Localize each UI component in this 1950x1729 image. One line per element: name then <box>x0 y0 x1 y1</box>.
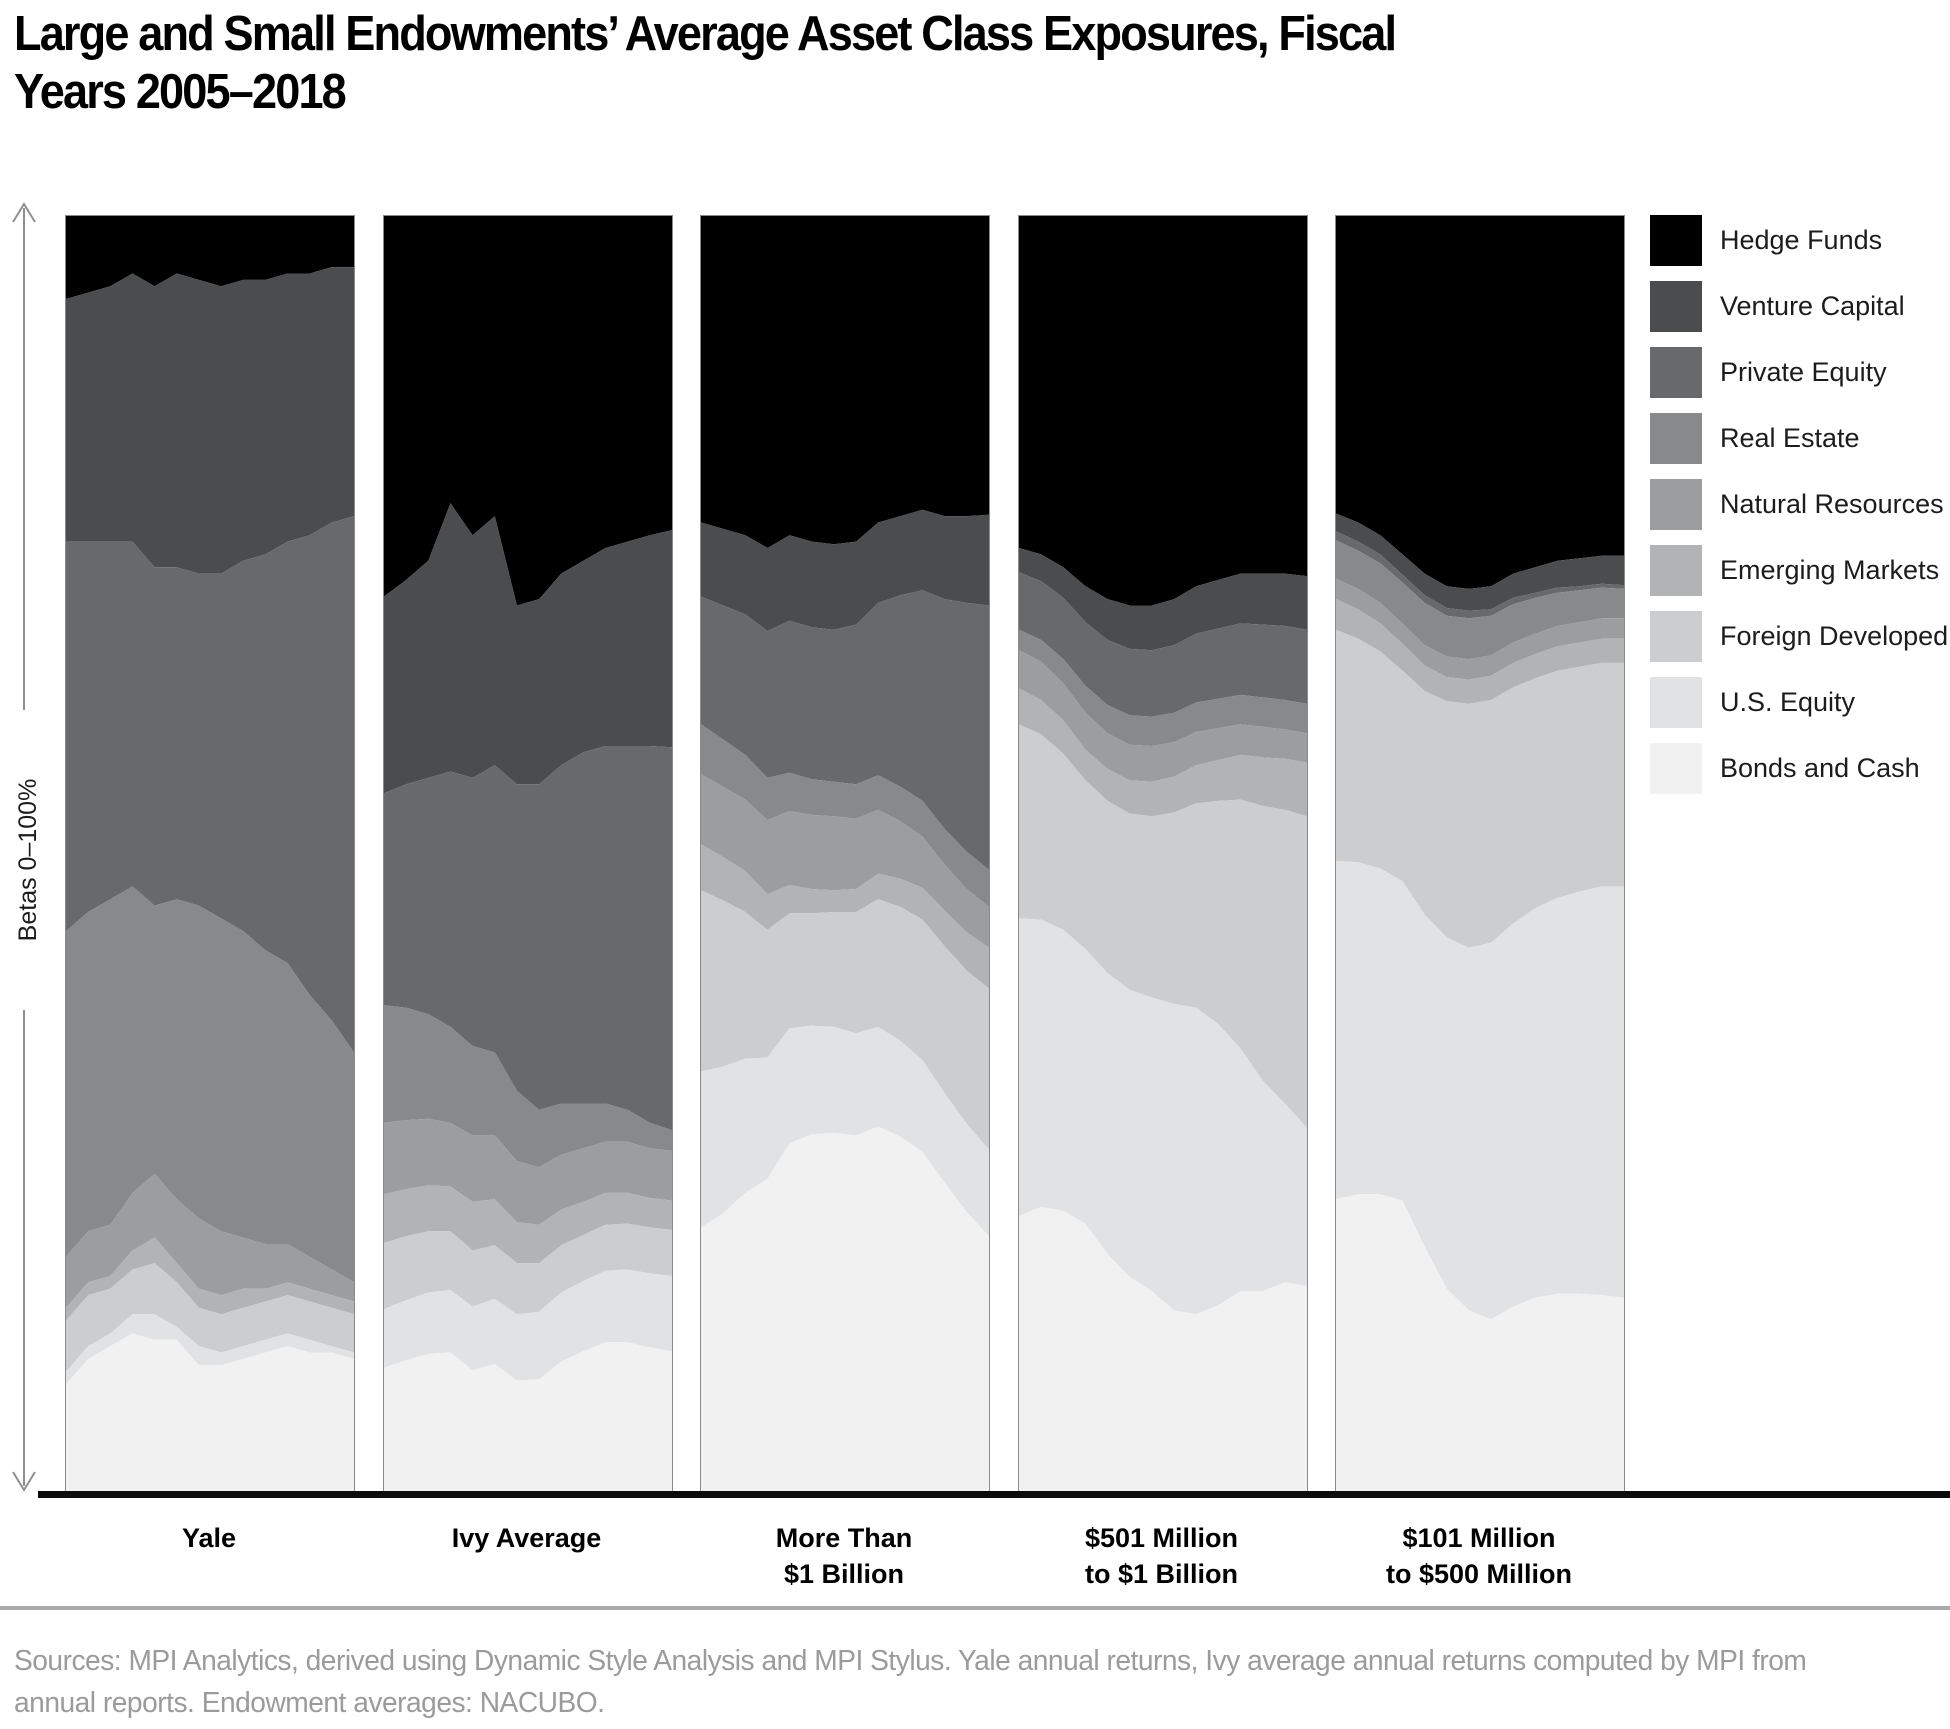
x-axis-label-ivy-average: Ivy Average <box>451 1523 602 1553</box>
area-venture-capital <box>1336 513 1624 611</box>
area-real-estate <box>701 724 989 907</box>
area-venture-capital <box>1018 548 1307 651</box>
panel-yale <box>65 215 355 1494</box>
legend-label-u-s-equity: U.S. Equity <box>1720 687 1856 717</box>
legend-label-real-estate: Real Estate <box>1720 423 1860 453</box>
legend-item-natural-resources: Natural Resources <box>1650 479 1950 530</box>
legend-label-hedge-funds: Hedge Funds <box>1720 225 1883 255</box>
legend-label-foreign-developed: Foreign Developed <box>1720 621 1949 651</box>
area-private-equity <box>66 516 354 1053</box>
area-bonds-and-cash <box>1336 1194 1624 1493</box>
legend-item-venture-capital: Venture Capital <box>1650 281 1950 332</box>
legend-swatch-emerging-markets <box>1650 545 1702 596</box>
area-bonds-and-cash <box>383 1342 672 1493</box>
legend-swatch-natural-resources <box>1650 479 1702 530</box>
legend-item-bonds-and-cash: Bonds and Cash <box>1650 743 1950 794</box>
area-hedge-funds <box>383 216 672 606</box>
area-natural-resources <box>1336 578 1624 680</box>
area-u-s-equity <box>1336 860 1624 1320</box>
area-natural-resources <box>383 1118 672 1225</box>
source-note: Sources: MPI Analytics, derived using Dy… <box>14 1645 1807 1720</box>
area-foreign-developed <box>1018 724 1307 1128</box>
area-foreign-developed <box>383 1223 672 1315</box>
chart-title: Large and Small Endowments’ Average Asse… <box>14 7 1397 119</box>
legend-item-foreign-developed: Foreign Developed <box>1650 611 1950 662</box>
area-emerging-markets <box>66 1237 354 1321</box>
panel-more-than-1-billion <box>700 215 990 1494</box>
area-bonds-and-cash <box>1018 1207 1307 1493</box>
legend-label-private-equity: Private Equity <box>1720 357 1887 387</box>
legend-label-natural-resources: Natural Resources <box>1720 489 1944 519</box>
area-private-equity <box>701 590 989 870</box>
stacked-area-chart-101-million-to-500-million <box>1336 216 1624 1493</box>
panel-ivy-average <box>382 215 673 1494</box>
x-axis-baseline <box>38 1491 1950 1498</box>
area-hedge-funds <box>1018 216 1307 606</box>
area-foreign-developed <box>701 890 989 1150</box>
legend-swatch-hedge-funds <box>1650 215 1702 266</box>
stacked-area-chart-more-than-1-billion <box>701 216 989 1493</box>
area-real-estate <box>1336 540 1624 660</box>
x-axis-label-501-million-to-1-billion: $501 Million to $1 Billion <box>1084 1523 1239 1589</box>
area-private-equity <box>1018 572 1307 717</box>
area-venture-capital <box>701 509 989 631</box>
area-hedge-funds <box>1336 216 1624 589</box>
legend-swatch-venture-capital <box>1650 281 1702 332</box>
legend-item-hedge-funds: Hedge Funds <box>1650 215 1950 266</box>
x-axis-label-101-million-to-500-million: $101 Million to $500 Million <box>1385 1523 1573 1589</box>
legend-item-private-equity: Private Equity <box>1650 347 1950 398</box>
area-emerging-markets <box>1018 688 1307 817</box>
area-u-s-equity <box>1018 918 1307 1315</box>
legend-swatch-private-equity <box>1650 347 1702 398</box>
legend-swatch-real-estate <box>1650 413 1702 464</box>
area-hedge-funds <box>701 216 989 548</box>
y-axis-label: Betas 0–100% <box>8 710 48 1010</box>
panel-101-million-to-500-million <box>1335 215 1625 1494</box>
area-foreign-developed <box>1336 629 1624 948</box>
stacked-area-chart-yale <box>66 216 354 1493</box>
stacked-area-chart-501-million-to-1-billion <box>1018 216 1307 1493</box>
area-u-s-equity <box>701 1025 989 1237</box>
footer-divider <box>0 1606 1950 1610</box>
x-axis-label-yale: Yale <box>181 1523 237 1553</box>
area-u-s-equity <box>66 1314 354 1385</box>
area-bonds-and-cash <box>701 1126 989 1493</box>
area-bonds-and-cash <box>66 1333 354 1493</box>
area-hedge-funds <box>66 216 354 299</box>
area-private-equity <box>383 746 672 1131</box>
legend-swatch-bonds-and-cash <box>1650 743 1702 794</box>
legend-item-u-s-equity: U.S. Equity <box>1650 677 1950 728</box>
area-foreign-developed <box>66 1263 354 1372</box>
legend-swatch-u-s-equity <box>1650 677 1702 728</box>
area-emerging-markets <box>383 1185 672 1264</box>
area-emerging-markets <box>701 844 989 989</box>
area-real-estate <box>383 1005 672 1168</box>
legend-label-bonds-and-cash: Bonds and Cash <box>1720 753 1920 783</box>
area-venture-capital <box>66 267 354 574</box>
area-natural-resources <box>66 1173 354 1308</box>
area-emerging-markets <box>1336 599 1624 704</box>
legend-swatch-foreign-developed <box>1650 611 1702 662</box>
area-natural-resources <box>701 774 989 948</box>
x-axis-label-more-than-1-billion: More Than $1 Billion <box>775 1523 913 1589</box>
area-real-estate <box>66 886 354 1283</box>
panel-501-million-to-1-billion <box>1017 215 1308 1494</box>
legend-label-emerging-markets: Emerging Markets <box>1720 555 1940 585</box>
legend-item-real-estate: Real Estate <box>1650 413 1950 464</box>
area-real-estate <box>1018 629 1307 746</box>
legend: Hedge Funds Venture Capital Private Equity… <box>1650 215 1950 809</box>
legend-label-venture-capital: Venture Capital <box>1720 291 1905 321</box>
stacked-area-chart-ivy-average <box>383 216 672 1493</box>
area-u-s-equity <box>383 1269 672 1381</box>
area-venture-capital <box>383 503 672 794</box>
legend-item-emerging-markets: Emerging Markets <box>1650 545 1950 596</box>
area-natural-resources <box>1018 650 1307 782</box>
